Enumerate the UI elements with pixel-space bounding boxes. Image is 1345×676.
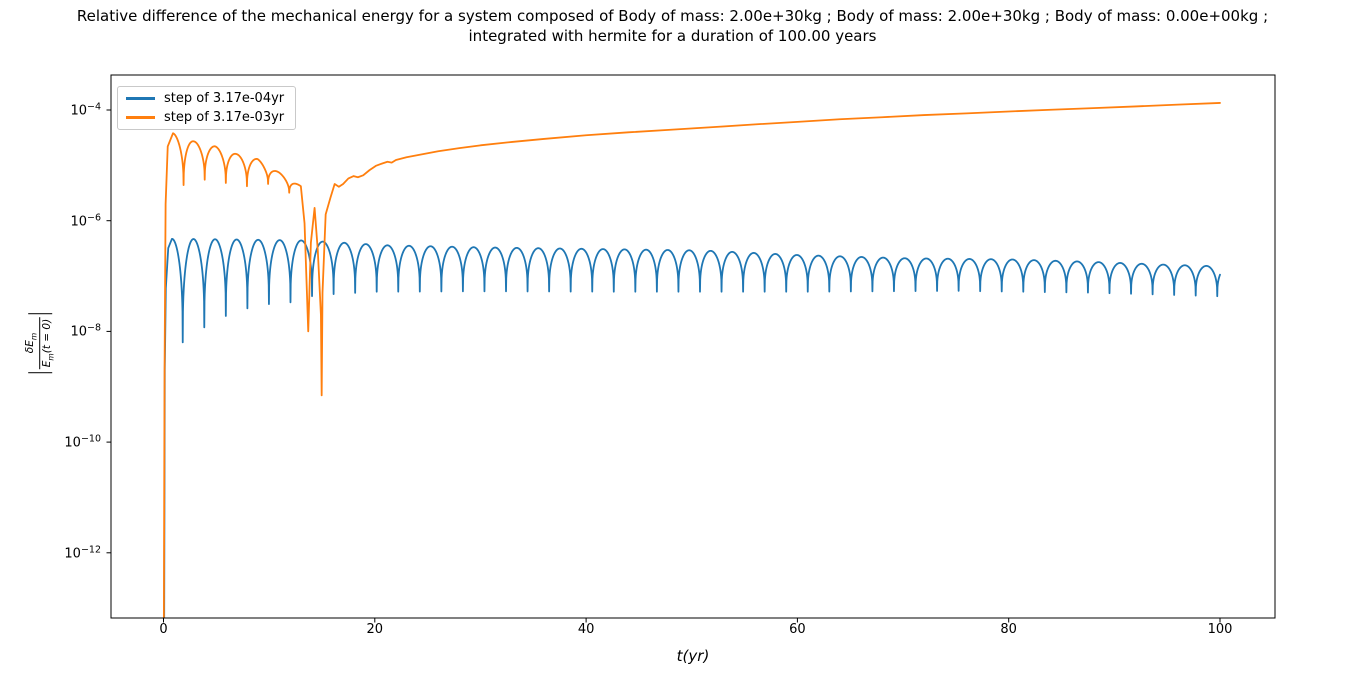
- y-tick-label-4: 10−12: [64, 544, 101, 562]
- series-line-step-of-3-17e-04yr: [163, 237, 1221, 618]
- series-curves: [162, 102, 1221, 618]
- chart-title: Relative difference of the mechanical en…: [0, 7, 1345, 46]
- ylabel-fraction: δEm Em(t = 0): [24, 316, 56, 370]
- y-tick-label-1: 10−6: [70, 212, 101, 230]
- legend-item-label: step of 3.17e-03yr: [164, 110, 285, 125]
- legend-line-sample: [126, 97, 155, 100]
- series-line-step-of-3-17e-03yr: [162, 102, 1221, 618]
- x-axis-label: t(yr): [676, 647, 710, 665]
- x-tick-label-4: 80: [1000, 622, 1017, 637]
- legend-item-0: step of 3.17e-04yr: [118, 89, 295, 108]
- x-tick-label-1: 20: [366, 622, 384, 637]
- legend-line-sample: [126, 116, 155, 119]
- tick-marks: [106, 109, 1221, 623]
- y-tick-label-2: 10−8: [70, 322, 101, 341]
- y-tick-label-0: 10−4: [70, 101, 101, 119]
- y-axis-label: δEm Em(t = 0): [24, 312, 56, 374]
- absolute-value-left-bar: [27, 372, 52, 374]
- chart-title-line1: Relative difference of the mechanical en…: [76, 7, 1269, 25]
- x-tick-label-2: 40: [577, 622, 595, 637]
- legend-item-label: step of 3.17e-04yr: [164, 91, 285, 106]
- x-tick-label-3: 60: [789, 622, 806, 637]
- chart-title-line2: integrated with hermite for a duration o…: [468, 26, 877, 45]
- absolute-value-right-bar: [27, 312, 52, 314]
- ylabel-numerator: δEm: [24, 332, 39, 354]
- x-tick-label-5: 100: [1207, 622, 1233, 637]
- legend: step of 3.17e-04yr step of 3.17e-03yr: [117, 86, 296, 130]
- ylabel-denominator: Em(t = 0): [39, 316, 56, 370]
- y-tick-label-3: 10−10: [64, 433, 101, 451]
- legend-item-1: step of 3.17e-03yr: [118, 108, 295, 127]
- axes-frame: [110, 74, 1276, 619]
- x-tick-label-0: 0: [159, 622, 168, 637]
